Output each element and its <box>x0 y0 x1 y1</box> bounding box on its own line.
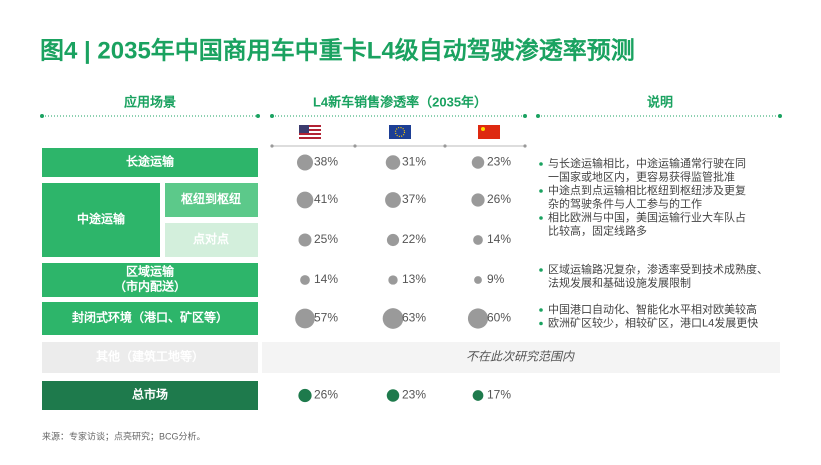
row-label: （市内配送） <box>114 279 186 294</box>
title: 图4 | 2035年中国商用车中重卡L4级自动驾驶渗透率预测 <box>40 36 635 64</box>
row-box <box>42 183 160 257</box>
row-label: 中途运输 <box>77 211 126 226</box>
note-text: 杂的驾驶条件与人工参与的工作 <box>548 196 702 210</box>
bubble <box>472 390 484 401</box>
note-text: 法规发展和基础设施发展限制 <box>548 275 691 289</box>
value-label: 31% <box>402 155 426 169</box>
row-box <box>42 148 258 177</box>
value-label: 26% <box>314 388 338 402</box>
subrow-box <box>165 223 258 257</box>
bubble <box>385 192 401 208</box>
bullet <box>539 189 543 193</box>
row-box <box>42 381 258 410</box>
column-header: 应用场景 <box>124 94 176 109</box>
bubble <box>471 193 485 207</box>
value-label: 14% <box>487 232 511 246</box>
note-text: 与长途运输相比，中途运输通常行驶在同 <box>548 156 746 170</box>
bubble <box>296 191 314 209</box>
bullet <box>539 308 543 312</box>
row-box <box>42 302 258 335</box>
note-text: 中国港口自动化、智能化水平相对欧美较高 <box>548 302 757 316</box>
bullet <box>539 162 543 166</box>
value-label: 26% <box>487 192 511 206</box>
flag-eu <box>389 125 411 139</box>
bubble <box>386 389 400 402</box>
value-label: 25% <box>314 232 338 246</box>
row-label: 封闭式环境（港口、矿区等） <box>72 310 228 325</box>
bubble <box>295 308 315 329</box>
row-label: 长途运输 <box>126 154 175 169</box>
bubble <box>300 275 310 285</box>
bubble <box>385 155 401 170</box>
value-label: 23% <box>402 388 426 402</box>
value-label: 37% <box>402 192 426 206</box>
value-label: 63% <box>402 311 426 325</box>
row-label: 区域运输 <box>126 264 175 279</box>
value-label: 41% <box>314 192 338 206</box>
column-header: L4新车销售渗透率（2035年） <box>313 94 487 109</box>
bubble <box>388 275 398 285</box>
header-rules <box>40 114 782 118</box>
bubble <box>298 388 312 403</box>
subrow-label: 点对点 <box>193 231 229 246</box>
column-header: 说明 <box>647 94 673 109</box>
value-label: 9% <box>487 272 505 286</box>
subrow-label: 枢纽到枢纽 <box>181 191 241 206</box>
row-box <box>42 263 258 297</box>
bullet <box>539 268 543 272</box>
value-label: 13% <box>402 272 426 286</box>
note-text: 一国家或地区内，更容易获得监管批准 <box>548 169 735 183</box>
bubble <box>386 233 400 247</box>
note-text: 相比欧洲与中国，美国运输行业大车队占 <box>548 210 746 224</box>
bubble <box>473 235 483 245</box>
bubble <box>467 308 489 329</box>
row-label: 总市场 <box>132 387 168 402</box>
value-label: 14% <box>314 272 338 286</box>
value-label: 23% <box>487 155 511 169</box>
bullet <box>539 321 543 326</box>
bullet <box>539 216 543 220</box>
value-label: 17% <box>487 388 511 402</box>
note-text: 区域运输路况复杂，渗透率受到技术成熟度、 <box>548 262 768 276</box>
out-of-scope: 不在此次研究范围内 <box>466 350 575 364</box>
row-band <box>262 342 780 373</box>
value-label: 38% <box>314 155 338 169</box>
bubble <box>474 276 482 284</box>
value-label: 60% <box>487 311 511 325</box>
bubble <box>296 154 314 171</box>
note-text: 欧洲矿区较少，相较矿区，港口L4发展更快 <box>548 315 758 329</box>
note-text: 比较高，固定线路多 <box>548 223 647 237</box>
value-label: 22% <box>402 232 426 246</box>
flag-cn <box>478 125 500 139</box>
source: 来源：专家访谈；点亮研究；BCG分析。 <box>42 430 206 441</box>
value-label: 57% <box>314 311 338 325</box>
bubble <box>382 308 404 329</box>
flag-us <box>299 125 321 139</box>
row-label: 其他（建筑工地等） <box>96 349 204 364</box>
bubble <box>298 233 312 247</box>
subrow-box <box>165 183 258 217</box>
flag-rule <box>270 144 527 148</box>
note-text: 中途点到点运输相比枢纽到枢纽涉及更复 <box>548 183 746 197</box>
row-box <box>42 342 258 373</box>
bubble <box>471 156 485 169</box>
